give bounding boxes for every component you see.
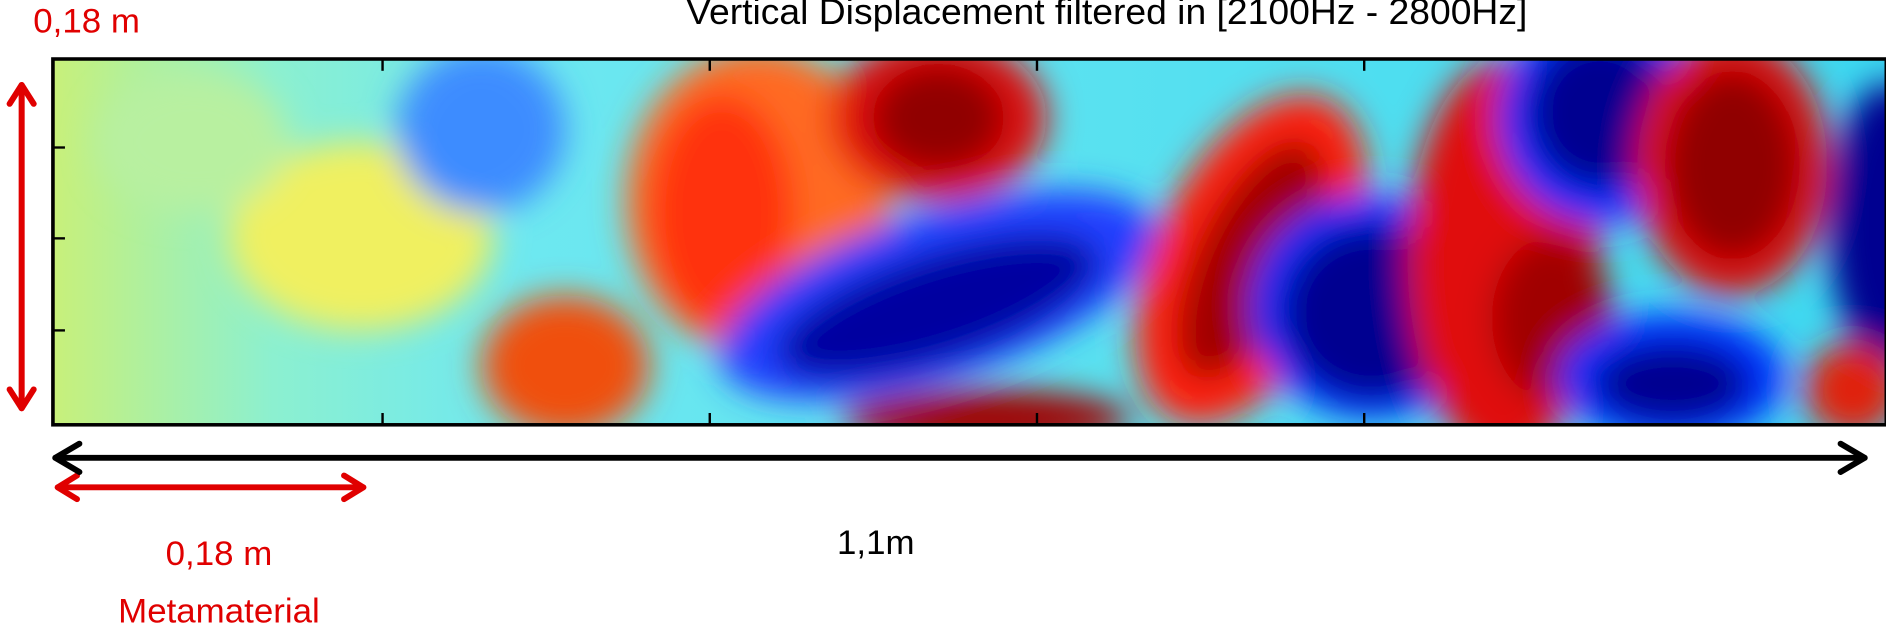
length-label: 1,1m xyxy=(837,524,915,562)
height-label: 0,18 m xyxy=(33,3,140,41)
plot-frame xyxy=(51,57,1886,427)
cell-label: 0,18 m xyxy=(166,535,273,573)
arrows xyxy=(6,82,1868,503)
title: Vertical Displacement filtered in [2100H… xyxy=(686,0,1527,32)
cell-caption: Metamaterial xyxy=(118,593,320,631)
heatmap xyxy=(52,59,1886,425)
ticks xyxy=(52,59,1366,425)
